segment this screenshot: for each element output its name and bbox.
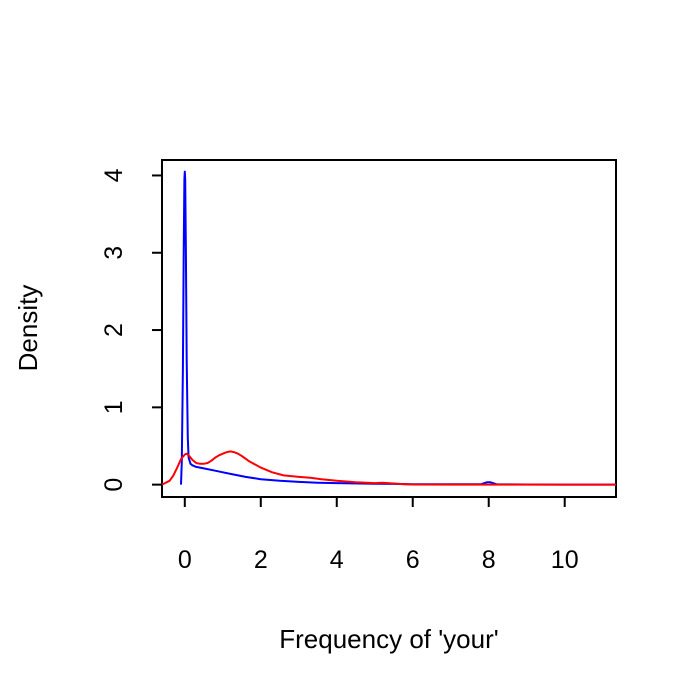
density-line-1 [180,170,616,486]
x-tick-label: 8 [482,546,496,574]
x-axis: 0 2 4 6 8 10 [178,496,579,574]
x-tick-label: 6 [406,546,420,574]
x-tick-label: 4 [330,546,344,574]
y-axis-label: Density [13,285,43,372]
density-line-2 [161,450,616,486]
x-tick-label: 0 [178,546,192,574]
y-tick-label: 0 [100,478,128,492]
y-tick-label: 4 [100,168,128,182]
x-axis-label: Frequency of 'your' [279,624,498,654]
y-axis: 0 1 2 3 4 [100,168,163,492]
y-tick-label: 3 [100,246,128,260]
x-tick-label: 2 [254,546,268,574]
x-tick-label: 10 [551,546,579,574]
y-tick-label: 1 [100,400,128,414]
series-layer [161,170,616,486]
plot-frame [161,159,617,498]
y-tick-label: 2 [100,323,128,337]
